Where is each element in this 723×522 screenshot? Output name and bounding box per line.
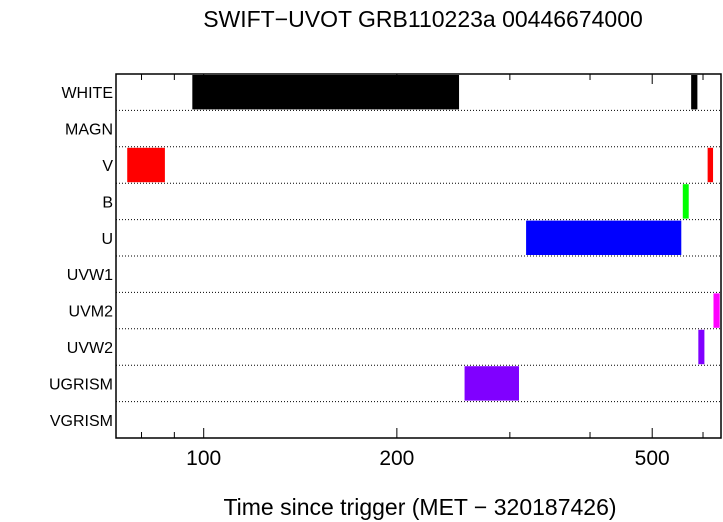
plot-area: WHITE MAGN V B U UVW1 UVM2 UVW2 UGRISM VGRISM 100 2… bbox=[49, 73, 722, 470]
exposure-bar-uvm2 bbox=[713, 293, 720, 328]
y-tick-label: V bbox=[102, 158, 113, 175]
y-tick-label: MAGN bbox=[65, 122, 113, 139]
x-axis-label: Time since trigger (MET − 320187426) bbox=[223, 494, 616, 520]
y-tick-label: U bbox=[101, 231, 113, 248]
y-tick-label: VGRISM bbox=[50, 413, 113, 430]
y-tick-label: B bbox=[102, 194, 113, 211]
y-tick-label: WHITE bbox=[61, 85, 113, 102]
y-tick-label: UVM2 bbox=[69, 304, 114, 321]
exposure-bar-u bbox=[526, 220, 682, 255]
exposure-bar-ugrism bbox=[464, 366, 519, 401]
x-tick-label: 500 bbox=[635, 447, 670, 470]
plot-frame bbox=[115, 73, 722, 439]
exposure-bar-b bbox=[682, 184, 689, 219]
chart-title: SWIFT−UVOT GRB110223a 00446674000 bbox=[203, 6, 643, 32]
y-tick-label: UVW2 bbox=[67, 340, 113, 357]
y-tick-label: UGRISM bbox=[49, 376, 113, 393]
y-tick-label: UVW1 bbox=[67, 267, 113, 284]
exposure-bar-uvw2 bbox=[698, 329, 705, 365]
x-tick-label: 200 bbox=[379, 447, 414, 470]
exposure-bar-v bbox=[127, 147, 165, 183]
exposure-bar-white bbox=[192, 75, 460, 110]
exposure-bar-v bbox=[707, 147, 714, 183]
exposure-bar-white bbox=[691, 75, 698, 110]
x-tick-label: 100 bbox=[186, 447, 221, 470]
